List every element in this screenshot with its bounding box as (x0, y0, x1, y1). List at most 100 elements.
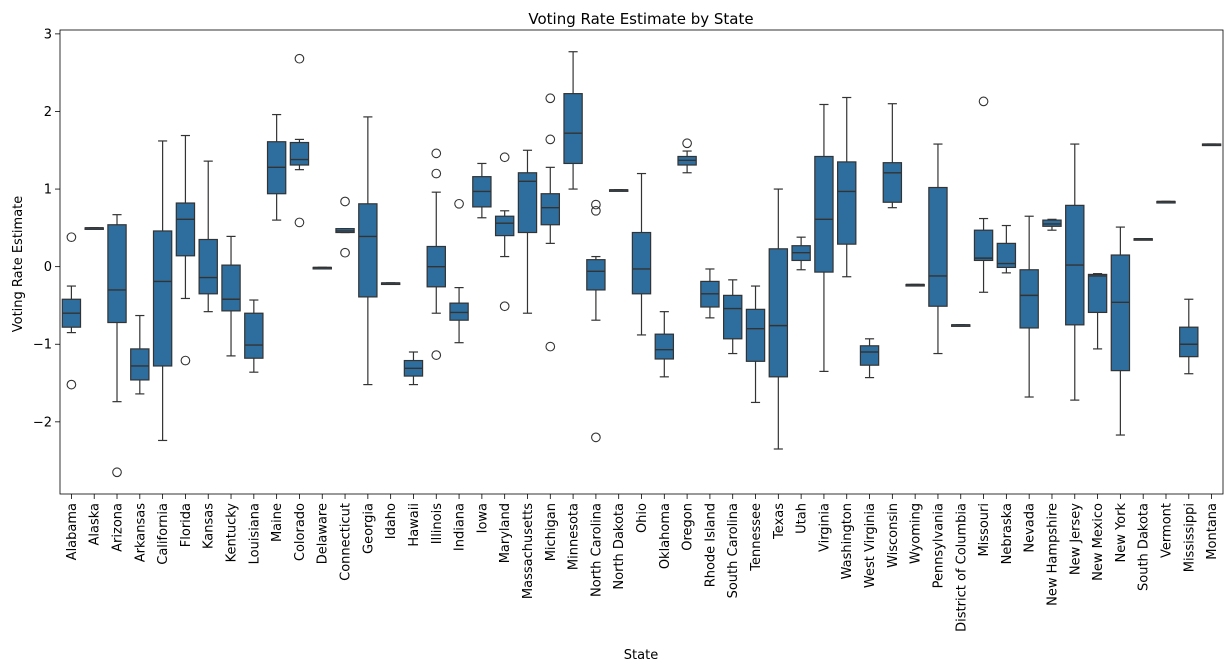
x-tick-label: Arkansas (133, 503, 148, 562)
box-idaho (380, 282, 401, 286)
box-body (1042, 219, 1062, 227)
box-body (882, 162, 903, 203)
x-tick-label: Minnesota (567, 503, 582, 570)
box-district-of-columbia (951, 324, 971, 327)
box-south-carolina (722, 279, 743, 355)
box-illinois (426, 148, 446, 360)
x-tick-label: Hawaii (407, 503, 422, 547)
y-tick-label: −1 (33, 338, 52, 353)
x-tick-label: Virginia (817, 503, 832, 552)
box-nevada (1019, 215, 1039, 398)
box-body (631, 231, 652, 295)
box-alabama (61, 232, 82, 390)
box-oklahoma (654, 311, 675, 378)
box-vermont (1156, 200, 1176, 204)
box-montana (1201, 143, 1222, 147)
box-body (996, 242, 1017, 269)
box-wyoming (905, 283, 925, 287)
outlier-point (431, 350, 442, 360)
x-tick-label: Nebraska (1000, 503, 1015, 564)
x-tick-label: New Jersey (1068, 503, 1083, 575)
x-tick-label: South Carolina (726, 503, 741, 598)
box-body (1019, 269, 1039, 329)
x-tick-label: Ohio (635, 503, 650, 533)
box-body (152, 230, 173, 367)
box-west-virginia (859, 338, 880, 379)
outlier-point (591, 432, 601, 443)
x-tick-label: Oklahoma (658, 503, 673, 569)
x-tick-label: New York (1114, 503, 1129, 563)
x-tick-label: South Dakota (1137, 503, 1152, 591)
box-mississippi (1179, 298, 1199, 375)
box-body (1110, 254, 1131, 372)
outlier-point (591, 205, 601, 216)
x-tick-label: Arizona (111, 503, 126, 552)
y-tick-label: 1 (44, 183, 52, 198)
outlier-point (112, 467, 122, 478)
y-axis-title: Voting Rate Estimate (11, 196, 26, 333)
x-tick-label: California (156, 503, 171, 565)
x-tick-label: Maine (270, 503, 285, 542)
box-body (449, 302, 469, 321)
box-body (654, 333, 675, 360)
box-michigan (540, 93, 561, 352)
x-tick-label: Tennessee (749, 503, 764, 572)
box-wisconsin (882, 103, 903, 209)
box-body (175, 202, 196, 257)
box-body (973, 229, 994, 262)
box-body (107, 224, 127, 324)
box-nebraska (996, 224, 1017, 274)
x-axis: Alabama Alaska Arizona Arkansas California Fl… (65, 494, 1220, 632)
box-california (152, 140, 173, 442)
box-ohio (631, 172, 652, 336)
outlier-point (499, 152, 510, 163)
x-tick-label: Alaska (88, 503, 103, 546)
x-tick-label: Florida (179, 503, 194, 547)
outlier-point (340, 196, 350, 207)
outlier-point (66, 379, 77, 390)
box-indiana (449, 198, 469, 344)
x-tick-label: Missouri (977, 503, 992, 557)
box-body (130, 348, 150, 381)
box-body (517, 172, 538, 234)
outlier-point (294, 53, 305, 64)
box-body (244, 312, 264, 359)
box-georgia (358, 116, 378, 386)
x-tick-label: North Dakota (612, 503, 627, 590)
box-maryland (494, 152, 515, 312)
box-alaska (84, 227, 104, 230)
box-oregon (677, 138, 697, 174)
box-body (540, 193, 561, 226)
box-louisiana (244, 299, 264, 373)
x-tick-label: Connecticut (339, 503, 354, 581)
x-tick-label: Mississippi (1182, 503, 1197, 572)
outlier-point (545, 93, 556, 104)
y-tick-label: 3 (44, 27, 52, 42)
outlier-point (545, 341, 556, 352)
x-tick-label: Georgia (361, 503, 376, 554)
outlier-point (431, 148, 442, 159)
x-tick-label: Illinois (430, 503, 445, 544)
x-tick-label: Oregon (681, 503, 696, 551)
x-tick-label: New Hampshire (1045, 503, 1060, 606)
box-iowa (472, 162, 492, 219)
x-tick-label: West Virginia (863, 503, 878, 588)
chart-title: Voting Rate Estimate by State (528, 10, 753, 28)
x-tick-label: Utah (795, 503, 810, 534)
box-washington (837, 96, 857, 278)
x-axis-title: State (624, 648, 658, 663)
plot-frame (59, 29, 1224, 495)
y-tick-label: −2 (33, 415, 52, 430)
outlier-point (180, 355, 191, 366)
box-body (1179, 326, 1199, 358)
plot-area (61, 51, 1222, 478)
box-arkansas (130, 314, 150, 395)
x-tick-label: Maryland (498, 503, 513, 563)
x-tick-label: Texas (772, 503, 787, 540)
x-tick-label: Delaware (316, 503, 331, 564)
x-tick-label: Washington (840, 503, 855, 579)
box-rhode-island (700, 268, 720, 319)
x-tick-label: Rhode Island (703, 503, 718, 587)
box-new-york (1110, 226, 1131, 436)
